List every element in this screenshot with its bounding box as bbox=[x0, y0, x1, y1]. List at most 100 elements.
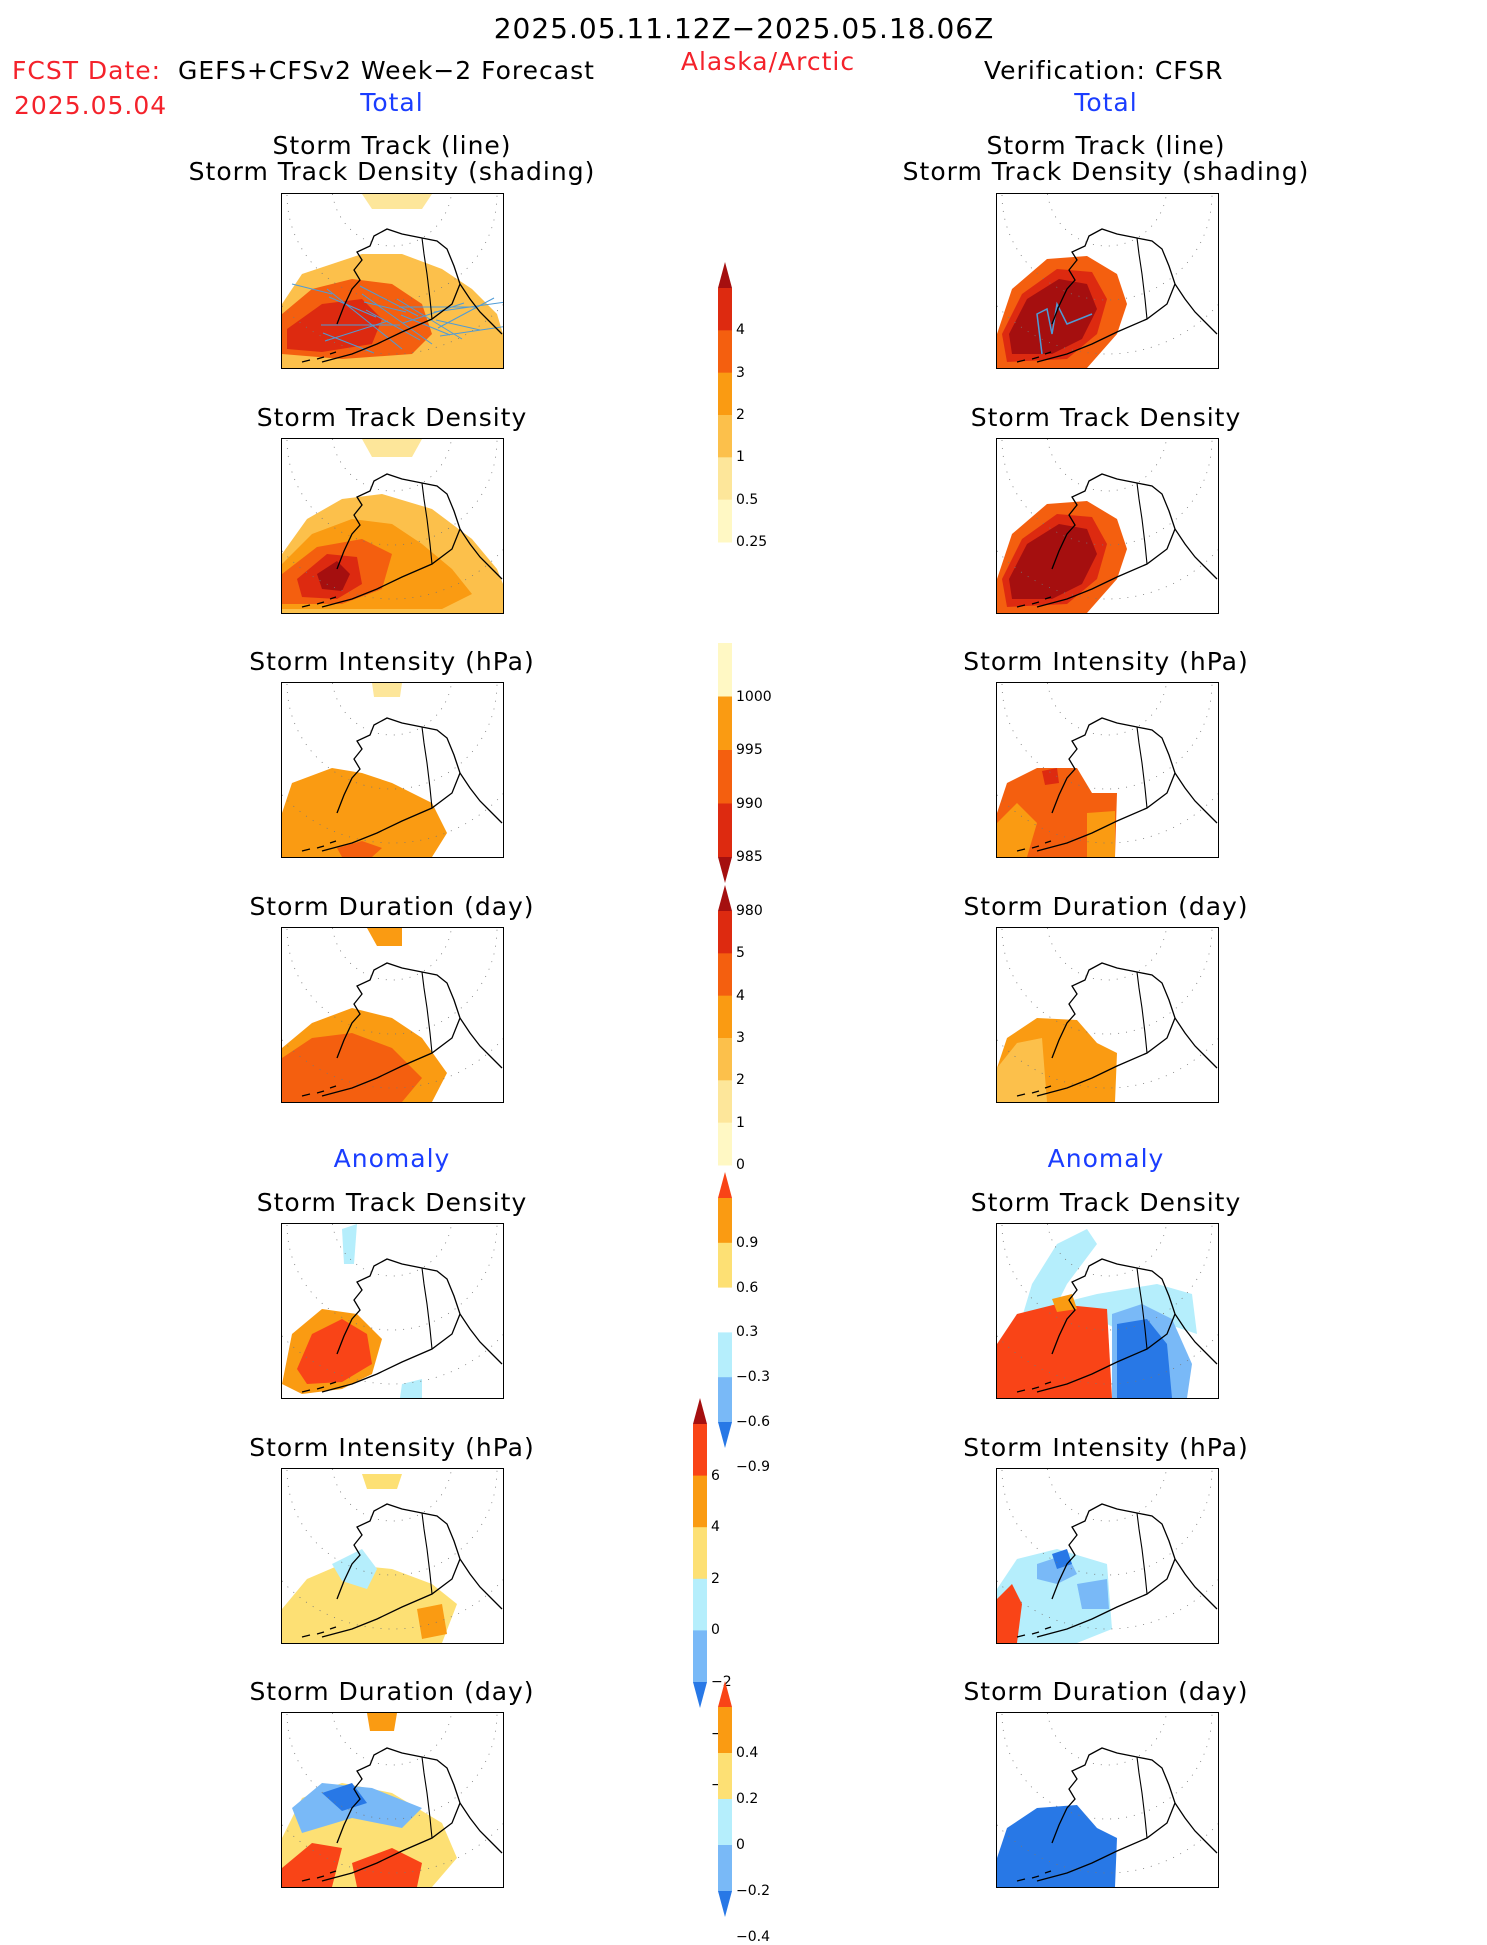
shading-region bbox=[282, 1843, 342, 1887]
map-fcst-duration bbox=[281, 927, 504, 1103]
map-verif-anom-duration bbox=[996, 1712, 1219, 1888]
colorbar-swatch bbox=[693, 1424, 707, 1477]
map-svg bbox=[997, 1713, 1218, 1887]
colorbar-swatch bbox=[718, 457, 732, 501]
colorbar-arrow-top bbox=[718, 885, 732, 911]
aleutian-islands bbox=[1016, 1626, 1052, 1638]
colorbar-svg bbox=[718, 262, 732, 543]
colorbar-tick-label: −0.2 bbox=[736, 1883, 770, 1899]
colorbar-arrow-bottom bbox=[718, 857, 732, 883]
storm-track-line bbox=[439, 326, 503, 337]
map-svg bbox=[282, 194, 503, 368]
aleutian-islands bbox=[1016, 596, 1052, 608]
coastline bbox=[1036, 1503, 1218, 1638]
storm-track-line bbox=[400, 314, 451, 336]
title-r-track-line: Storm Track (line) bbox=[986, 131, 1226, 160]
colorbar-svg bbox=[718, 643, 732, 883]
colorbar-swatch bbox=[718, 1799, 732, 1846]
shading-region bbox=[1087, 811, 1115, 857]
colorbar-tick-label: −0.3 bbox=[736, 1369, 770, 1386]
shading-region bbox=[292, 1783, 422, 1833]
shading-region bbox=[997, 1584, 1022, 1643]
colorbar-swatch bbox=[693, 1527, 707, 1580]
grid-arc bbox=[332, 194, 452, 247]
colorbar-swatch bbox=[718, 330, 732, 374]
border-line bbox=[1136, 1512, 1148, 1595]
shading-region bbox=[352, 1848, 422, 1887]
map-svg bbox=[282, 1713, 503, 1887]
map-svg bbox=[997, 194, 1218, 368]
map-verif-track-density bbox=[996, 438, 1219, 614]
title-l-track-line: Storm Track (line) bbox=[272, 131, 512, 160]
border-line bbox=[421, 1512, 433, 1595]
map-svg bbox=[282, 928, 503, 1102]
colorbar-swatch bbox=[718, 696, 732, 751]
colorbar-tick-label: −0.6 bbox=[736, 1414, 770, 1430]
map-svg bbox=[282, 439, 503, 613]
aleutian-islands bbox=[301, 840, 337, 852]
total-left-heading: Total bbox=[360, 88, 424, 117]
grid-arc bbox=[1047, 439, 1167, 492]
coastline bbox=[1036, 962, 1218, 1097]
colorbar-tick-label: −2 bbox=[711, 1674, 732, 1690]
colorbar-swatch bbox=[718, 911, 732, 954]
colorbar-swatch bbox=[718, 1707, 732, 1754]
border-line bbox=[1136, 482, 1148, 565]
anomaly-left-heading: Anomaly bbox=[333, 1144, 451, 1173]
shading-region bbox=[282, 1033, 422, 1102]
map-fcst-anom-track-density bbox=[281, 1223, 504, 1399]
period-title: 2025.05.11.12Z−2025.05.18.06Z bbox=[493, 12, 995, 45]
shading-region bbox=[417, 1604, 447, 1639]
colorbar-tick-label: 995 bbox=[736, 742, 763, 758]
map-svg bbox=[997, 928, 1218, 1102]
colorbar-svg bbox=[693, 1398, 707, 1708]
colorbar-tick-label: 1 bbox=[736, 449, 745, 466]
grid-arc bbox=[1047, 1224, 1167, 1277]
map-verif-duration bbox=[996, 927, 1219, 1103]
colorbar-swatch bbox=[718, 1332, 732, 1378]
map-fcst-track-line bbox=[281, 193, 504, 369]
colorbar-tick-label: 980 bbox=[736, 902, 763, 919]
map-svg bbox=[282, 1469, 503, 1643]
grid-arc bbox=[1001, 439, 1213, 546]
colorbar-swatch bbox=[718, 288, 732, 331]
title-r-anom-intensity: Storm Intensity (hPa) bbox=[963, 1433, 1249, 1462]
coastline bbox=[321, 962, 503, 1097]
shading-region bbox=[372, 683, 402, 697]
colorbar-tick-label: 0 bbox=[736, 1157, 745, 1173]
colorbar-tick-label: 0 bbox=[736, 1837, 745, 1853]
map-fcst-anom-duration bbox=[281, 1712, 504, 1888]
aleutian-islands bbox=[1016, 1085, 1052, 1097]
colorbar-swatch bbox=[718, 1287, 732, 1333]
colorbar-arrow-top bbox=[718, 262, 732, 288]
grid-arc bbox=[1047, 1469, 1167, 1522]
grid-arc bbox=[1047, 928, 1167, 981]
colorbar-tick-label: 985 bbox=[736, 849, 763, 865]
storm-track-line bbox=[1036, 301, 1093, 355]
colorbar-tick-label: 0.2 bbox=[736, 1791, 759, 1807]
border-line bbox=[421, 971, 433, 1054]
shading-region bbox=[282, 1564, 457, 1643]
shading-region bbox=[332, 1549, 377, 1589]
border-line bbox=[1136, 237, 1148, 320]
coastline bbox=[1036, 473, 1218, 608]
title-r-intensity: Storm Intensity (hPa) bbox=[963, 647, 1249, 676]
coastline bbox=[1036, 228, 1218, 363]
colorbar-swatch bbox=[718, 643, 732, 697]
grid-arc bbox=[332, 1469, 452, 1522]
colorbar-tick-label: 3 bbox=[736, 1030, 745, 1046]
fcst-date-label: FCST Date: bbox=[12, 56, 162, 85]
region-title: Alaska/Arctic bbox=[680, 47, 856, 76]
grid-arc bbox=[1001, 194, 1213, 301]
coastline bbox=[321, 1503, 503, 1638]
shading-region bbox=[367, 1713, 397, 1731]
colorbar-tick-label: 0.3 bbox=[736, 1324, 759, 1341]
grid-arc bbox=[286, 439, 498, 546]
grid-arc bbox=[286, 1224, 498, 1331]
shading-region bbox=[282, 768, 447, 857]
shading-region bbox=[317, 561, 350, 591]
shading-region bbox=[997, 1805, 1117, 1887]
title-r-duration: Storm Duration (day) bbox=[963, 892, 1249, 921]
map-fcst-anom-intensity bbox=[281, 1468, 504, 1644]
forecast-model: GEFS+CFSv2 Week−2 Forecast bbox=[178, 56, 595, 85]
